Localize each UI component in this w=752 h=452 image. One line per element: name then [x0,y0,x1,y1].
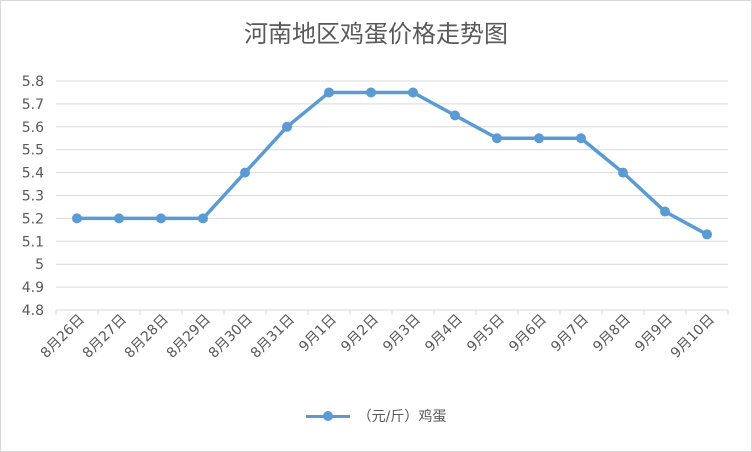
x-tick-label: 8月26日 [38,312,88,362]
y-tick-label: 5.8 [22,74,44,90]
x-tick-label: 9月1日 [296,312,340,356]
y-tick-label: 5.4 [22,166,44,182]
data-point [408,87,418,98]
x-tick-label: 8月31日 [248,312,298,362]
y-tick-label: 5.7 [22,97,44,113]
y-tick-label: 5 [35,257,44,273]
data-point [492,133,502,144]
x-tick-label: 9月6日 [506,312,550,356]
data-point [72,213,82,224]
data-point [534,133,544,144]
data-point [240,167,250,178]
y-tick-label: 5.6 [22,120,44,136]
x-tick-label: 9月3日 [380,312,424,356]
x-tick-label: 8月28日 [122,312,172,362]
y-tick-label: 5.5 [22,143,44,159]
chart-legend: （元/斤）鸡蛋 [0,406,752,426]
data-point [114,213,124,224]
data-point [576,133,586,144]
x-tick-label: 9月8日 [590,312,634,356]
data-point [156,213,166,224]
series-line [77,90,708,236]
x-tick-label: 9月10日 [668,312,718,362]
legend-label: （元/斤）鸡蛋 [357,409,447,425]
data-point [198,213,208,224]
data-point [660,206,670,217]
y-tick-label: 4.8 [22,303,44,319]
data-point [324,87,334,98]
data-point [450,110,460,121]
legend-marker-icon [305,410,350,422]
x-tick-label: 8月27日 [80,312,130,362]
data-point [702,229,712,240]
y-tick-label: 5.3 [22,189,44,205]
x-tick-label: 9月7日 [548,312,592,356]
y-tick-label: 5.1 [22,234,44,250]
chart-title: 河南地区鸡蛋价格走势图 [244,20,508,48]
data-point [618,167,628,178]
y-tick-label: 5.2 [22,211,44,227]
x-tick-label: 8月30日 [206,312,256,362]
data-point [282,121,292,132]
data-point [366,87,376,98]
x-tick-label: 9月2日 [338,312,382,356]
y-tick-label: 4.9 [22,280,44,296]
x-tick-label: 9月4日 [422,312,466,356]
x-tick-label: 8月29日 [164,312,214,362]
x-tick-label: 9月5日 [464,312,508,356]
